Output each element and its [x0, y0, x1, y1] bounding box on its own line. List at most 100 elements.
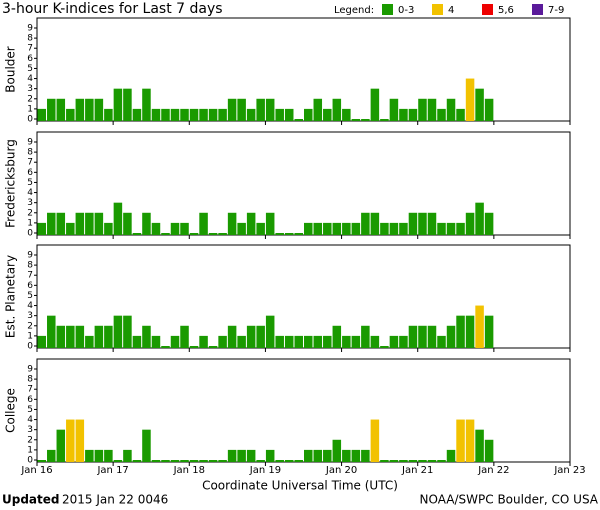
- bar: [246, 212, 256, 235]
- bar: [408, 108, 418, 121]
- bar: [237, 222, 246, 235]
- bar: [351, 335, 361, 348]
- panel-frame: [36, 131, 571, 236]
- y-tick-label: 3: [27, 84, 33, 94]
- bar: [380, 119, 389, 121]
- bar: [446, 98, 456, 121]
- y-tick-label: 5: [27, 178, 33, 188]
- bar: [313, 335, 323, 348]
- bar: [189, 460, 199, 462]
- panel-frame: [36, 358, 571, 463]
- bar: [85, 335, 94, 348]
- bar: [313, 98, 323, 121]
- x-tick-label: Jan 22: [477, 465, 509, 476]
- bar: [265, 212, 275, 235]
- y-tick-label: 2: [27, 208, 33, 218]
- bar: [323, 108, 332, 121]
- y-tick-label: 4: [27, 415, 33, 425]
- bar: [332, 439, 342, 462]
- bar: [47, 449, 56, 462]
- bar: [161, 233, 170, 235]
- bar: [304, 108, 313, 121]
- bar: [199, 335, 208, 348]
- bar: [284, 108, 294, 121]
- y-tick-label: 0: [27, 229, 33, 239]
- bar: [199, 460, 208, 462]
- bar: [142, 212, 151, 235]
- bar: [399, 460, 408, 462]
- bar: [399, 335, 408, 348]
- bar: [351, 222, 361, 235]
- bar: [427, 212, 437, 235]
- chart-title: 3-hour K-indices for Last 7 days: [2, 1, 223, 17]
- bar: [304, 449, 313, 462]
- bar: [161, 460, 170, 462]
- bar: [418, 212, 427, 235]
- bar: [351, 119, 361, 121]
- bar: [189, 346, 199, 348]
- panel-frame: [36, 244, 571, 349]
- bar: [113, 315, 123, 348]
- y-tick-label: 5: [27, 64, 33, 74]
- bar: [113, 88, 123, 121]
- bar: [85, 449, 94, 462]
- bar: [361, 325, 370, 348]
- bar: [37, 222, 47, 235]
- bar: [56, 212, 66, 235]
- bar: [218, 108, 227, 121]
- y-tick-label: 1: [27, 104, 33, 114]
- bar: [170, 460, 180, 462]
- bar: [304, 335, 313, 348]
- bar: [275, 335, 284, 348]
- bar: [408, 212, 418, 235]
- bar: [342, 222, 351, 235]
- bar: [475, 305, 484, 348]
- legend-swatch: [482, 4, 493, 15]
- bar: [180, 108, 189, 121]
- y-axis-label: Est. Planetary: [4, 255, 18, 338]
- bar: [170, 335, 180, 348]
- y-tick-label: 6: [27, 281, 33, 291]
- bar: [66, 108, 75, 121]
- bar: [380, 222, 389, 235]
- bar: [284, 460, 294, 462]
- bar: [113, 202, 123, 235]
- bar: [75, 98, 85, 121]
- bar: [256, 460, 265, 462]
- bar: [304, 222, 313, 235]
- bar: [323, 449, 332, 462]
- legend-swatch: [532, 4, 543, 15]
- bar: [265, 315, 275, 348]
- bar: [323, 222, 332, 235]
- bar: [75, 212, 85, 235]
- x-tick-label: Jan 21: [401, 465, 433, 476]
- bar: [370, 335, 380, 348]
- bar: [408, 325, 418, 348]
- bar: [361, 119, 370, 121]
- bar: [342, 108, 351, 121]
- y-tick-label: 6: [27, 54, 33, 64]
- bar: [427, 460, 437, 462]
- bar: [123, 212, 132, 235]
- bar: [427, 325, 437, 348]
- bar: [418, 98, 427, 121]
- bar: [256, 222, 265, 235]
- y-tick-label: 1: [27, 331, 33, 341]
- footer-label: Updated: [2, 493, 60, 507]
- bar: [227, 98, 237, 121]
- x-tick-label: Jan 23: [553, 465, 585, 476]
- y-tick-label: 3: [27, 425, 33, 435]
- y-tick-label: 8: [27, 148, 33, 158]
- bar: [180, 325, 189, 348]
- footer-date: 2015 Jan 22 0046: [62, 493, 168, 507]
- bar: [475, 429, 484, 462]
- y-tick-label: 1: [27, 218, 33, 228]
- y-tick-label: 9: [27, 24, 33, 34]
- bar: [227, 325, 237, 348]
- legend-title: Legend:: [334, 5, 374, 16]
- bar: [408, 460, 418, 462]
- bar: [446, 325, 456, 348]
- bar: [342, 449, 351, 462]
- bar: [151, 222, 161, 235]
- bar: [75, 419, 85, 462]
